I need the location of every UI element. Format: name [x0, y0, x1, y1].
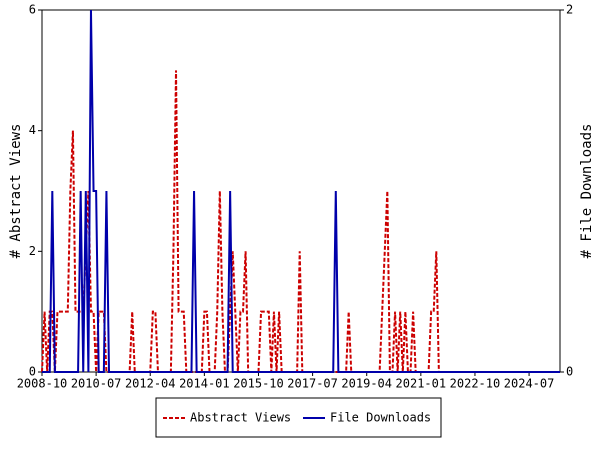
y-tick-label: 4	[29, 123, 36, 137]
x-tick-label: 2008-10	[17, 377, 68, 391]
x-tick-label: 2012-04	[125, 377, 176, 391]
legend-box	[155, 397, 442, 438]
series-line	[42, 9, 560, 373]
y-tick-label: 0	[29, 365, 36, 379]
y2-tick-label: 0	[566, 365, 573, 379]
x-tick-label: 2024-07	[504, 377, 555, 391]
y-axis-label: # Abstract Views	[8, 124, 24, 259]
legend-label: File Downloads	[330, 411, 431, 425]
legend-label: Abstract Views	[190, 411, 291, 425]
y-tick-label: 2	[29, 244, 36, 258]
y-tick-label: 6	[29, 3, 36, 17]
x-tick-label: 2022-10	[450, 377, 501, 391]
x-tick-label: 2021-01	[396, 377, 447, 391]
x-tick-label: 2014-01	[179, 377, 230, 391]
y2-tick-label: 2	[566, 3, 573, 17]
y2-axis-label: # File Downloads	[579, 124, 595, 259]
x-tick-label: 2010-07	[71, 377, 122, 391]
x-tick-label: 2017-07	[287, 377, 338, 391]
x-tick-label: 2015-10	[233, 377, 284, 391]
x-tick-label: 2019-04	[341, 377, 392, 391]
series-line	[41, 70, 560, 373]
